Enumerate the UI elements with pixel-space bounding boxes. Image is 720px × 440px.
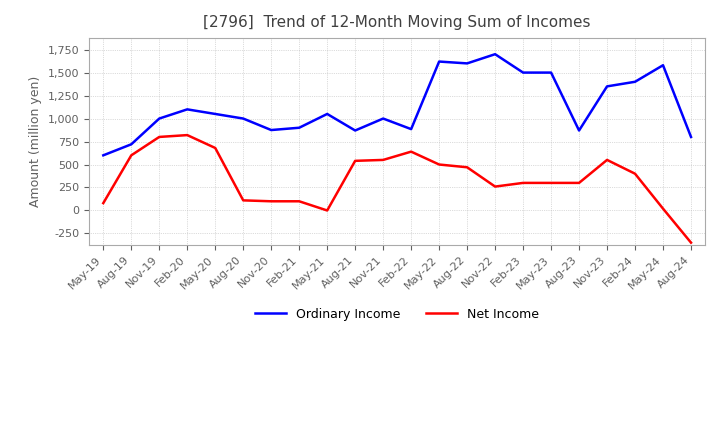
Title: [2796]  Trend of 12-Month Moving Sum of Incomes: [2796] Trend of 12-Month Moving Sum of I… [204, 15, 591, 30]
Ordinary Income [267, 128, 276, 133]
Net Income [155, 134, 163, 139]
Ordinary Income [295, 125, 304, 130]
Ordinary Income [407, 126, 415, 132]
Ordinary Income [463, 61, 472, 66]
Ordinary Income [575, 128, 583, 133]
Net Income [99, 201, 107, 206]
Ordinary Income [351, 128, 359, 133]
Net Income [127, 153, 135, 158]
Ordinary Income [323, 111, 331, 117]
Net Income [659, 206, 667, 211]
Net Income [631, 171, 639, 176]
Net Income [407, 149, 415, 154]
Ordinary Income [155, 116, 163, 121]
Ordinary Income [239, 116, 248, 121]
Ordinary Income [491, 51, 500, 57]
Ordinary Income [659, 62, 667, 68]
Line: Net Income: Net Income [103, 135, 691, 242]
Ordinary Income [687, 134, 696, 139]
Ordinary Income [435, 59, 444, 64]
Ordinary Income [519, 70, 528, 75]
Net Income [491, 184, 500, 189]
Net Income [519, 180, 528, 186]
Net Income [211, 145, 220, 150]
Legend: Ordinary Income, Net Income: Ordinary Income, Net Income [251, 303, 544, 326]
Ordinary Income [211, 111, 220, 117]
Ordinary Income [631, 79, 639, 84]
Net Income [687, 240, 696, 245]
Net Income [239, 198, 248, 203]
Net Income [603, 157, 611, 162]
Ordinary Income [99, 153, 107, 158]
Net Income [379, 157, 387, 162]
Net Income [435, 162, 444, 167]
Net Income [351, 158, 359, 164]
Ordinary Income [379, 116, 387, 121]
Net Income [183, 132, 192, 138]
Net Income [267, 198, 276, 204]
Net Income [295, 198, 304, 204]
Net Income [575, 180, 583, 186]
Line: Ordinary Income: Ordinary Income [103, 54, 691, 155]
Net Income [546, 180, 555, 186]
Net Income [323, 208, 331, 213]
Ordinary Income [603, 84, 611, 89]
Ordinary Income [183, 107, 192, 112]
Y-axis label: Amount (million yen): Amount (million yen) [30, 76, 42, 207]
Ordinary Income [546, 70, 555, 75]
Net Income [463, 165, 472, 170]
Ordinary Income [127, 142, 135, 147]
